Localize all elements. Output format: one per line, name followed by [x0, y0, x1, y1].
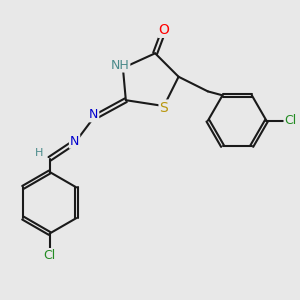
Text: S: S	[160, 100, 168, 115]
Text: Cl: Cl	[44, 249, 56, 262]
Text: N: N	[89, 108, 98, 121]
Text: O: O	[158, 23, 169, 37]
Text: H: H	[35, 148, 44, 158]
Text: NH: NH	[111, 58, 129, 71]
Text: Cl: Cl	[285, 114, 297, 127]
Text: N: N	[70, 135, 79, 148]
